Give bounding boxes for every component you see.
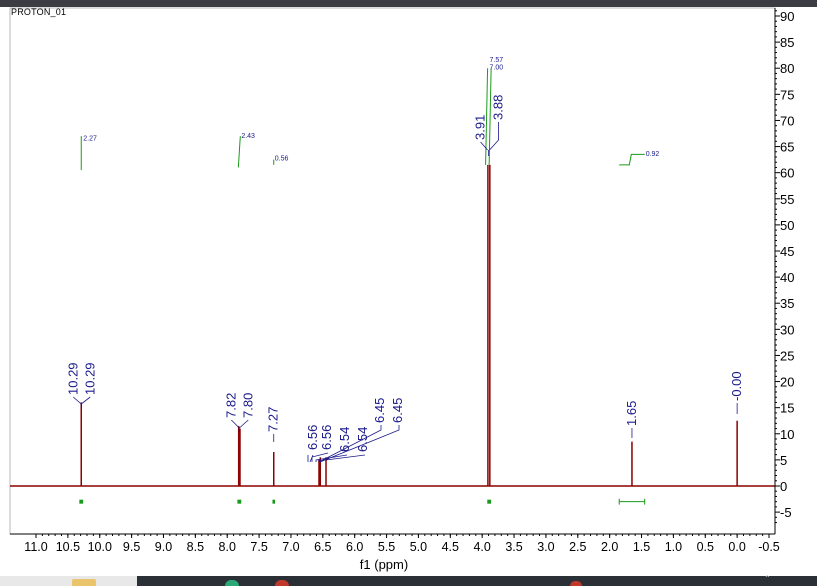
y-tick-label: 75 [780, 87, 794, 102]
y-tick-label: 15 [780, 401, 794, 416]
x-tick-label: 0.5 [697, 540, 714, 554]
x-tick-label: 3.5 [505, 540, 522, 554]
x-tick-label: 9.5 [123, 540, 140, 554]
peak-label: 6.56 [305, 425, 320, 450]
x-tick-label: 1.5 [633, 540, 650, 554]
taskbar-dark-area [137, 576, 817, 586]
x-tick-label: 6.0 [346, 540, 363, 554]
x-tick-label: 4.0 [473, 540, 490, 554]
integral-range-bar [487, 499, 489, 504]
integral-value: 2.27 [83, 135, 97, 142]
peak-label-leader [231, 419, 249, 432]
integral-range-bar [488, 499, 492, 504]
y-tick-label: 80 [780, 61, 794, 76]
peak-label: 6.56 [319, 425, 334, 450]
x-tick-label: 10.5 [56, 540, 80, 554]
x-tick-label: -0.5 [758, 540, 780, 554]
y-tick-label: 20 [780, 375, 794, 390]
y-tick-label: 0 [780, 479, 787, 494]
x-tick-label: 10.0 [88, 540, 112, 554]
x-tick-label: 8.5 [187, 540, 204, 554]
y-tick-label: 5 [780, 453, 787, 468]
x-tick-label: 4.5 [442, 540, 459, 554]
y-tick-label: 25 [780, 348, 794, 363]
integral-range-bar [79, 499, 84, 504]
window-top-bar [0, 0, 817, 7]
x-tick-label: 8.0 [219, 540, 236, 554]
peak-label: 7.80 [240, 393, 255, 418]
y-tick-label: 90 [780, 9, 794, 24]
x-tick-label: 0.0 [728, 540, 745, 554]
y-tick-label: 60 [780, 166, 794, 181]
peak-label: 6.54 [337, 427, 352, 452]
integral-curve [619, 153, 645, 166]
peak-label: 10.29 [82, 362, 97, 395]
peak-label: 3.88 [491, 95, 506, 120]
x-tick-label: 5.5 [378, 540, 395, 554]
x-tick-label: 7.0 [282, 540, 299, 554]
taskbar-app-icon[interactable] [275, 580, 289, 586]
y-tick-label: 50 [780, 218, 794, 233]
taskbar-app-icon[interactable] [570, 581, 582, 586]
integral-range-bar [272, 499, 276, 504]
integral-value: 7.57 [490, 57, 504, 64]
folder-icon[interactable] [72, 579, 96, 586]
x-tick-label: 5.0 [410, 540, 427, 554]
x-tick-label: 9.0 [155, 540, 172, 554]
x-tick-label: 1.0 [665, 540, 682, 554]
peak-label: 7.82 [223, 393, 238, 418]
peak-label-leader [480, 122, 499, 156]
y-tick-label: 10 [780, 427, 794, 442]
x-tick-label: 3.0 [537, 540, 554, 554]
integral-curve [237, 136, 241, 168]
y-tick-label: 40 [780, 270, 794, 285]
integral-value: 0.92 [646, 151, 660, 158]
spectrum-title: PROTON_01 [11, 7, 67, 17]
x-tick-label: 2.5 [569, 540, 586, 554]
y-tick-label: 65 [780, 140, 794, 155]
y-tick-label: 35 [780, 296, 794, 311]
x-tick-label: 6.5 [314, 540, 331, 554]
chevron-up-icon[interactable]: ⌃ [764, 574, 771, 583]
peak-label: 6.45 [390, 398, 405, 423]
x-axis-title: f1 (ppm) [360, 557, 408, 572]
peak-label: 3.91 [473, 115, 488, 140]
integral-range-bar [237, 499, 242, 504]
x-tick-label: 7.5 [250, 540, 267, 554]
peak-label: 10.29 [65, 362, 80, 395]
x-tick-label: 2.0 [601, 540, 618, 554]
x-tick-label: 11.0 [24, 540, 47, 554]
peak-label-leader [307, 425, 400, 463]
integral-value: 7.00 [490, 64, 504, 71]
integral-value: 2.43 [241, 133, 255, 140]
peak-label-leader [72, 396, 91, 408]
peak-label: -0.00 [729, 371, 744, 401]
y-tick-label: 85 [780, 35, 794, 50]
peak-label: 7.27 [266, 407, 281, 432]
peak-label: 1.65 [624, 401, 639, 426]
y-tick-label: -5 [780, 505, 792, 520]
integral-curve [488, 68, 492, 165]
y-tick-label: 30 [780, 322, 794, 337]
plot-frame [9, 7, 776, 535]
peak-label: 6.45 [372, 398, 387, 423]
taskbar-app-icon[interactable] [225, 580, 239, 586]
y-tick-label: 70 [780, 113, 794, 128]
integral-value: 0.56 [275, 156, 289, 163]
y-tick-label: 55 [780, 192, 794, 207]
y-tick-label: 45 [780, 244, 794, 259]
